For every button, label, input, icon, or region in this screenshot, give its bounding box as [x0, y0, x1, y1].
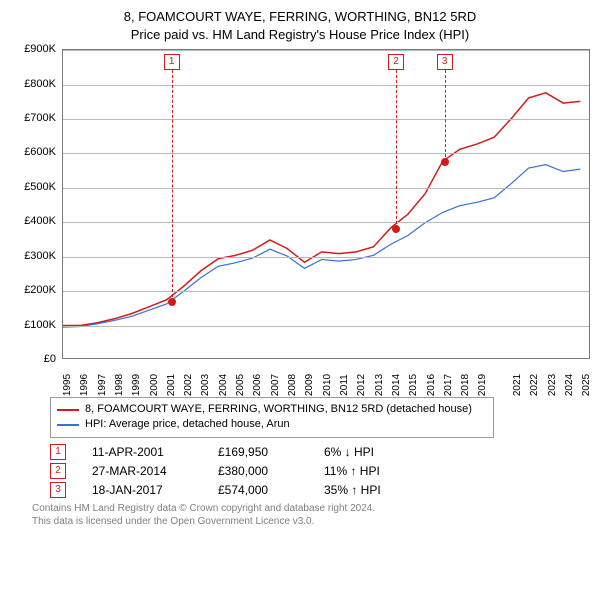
line-series	[63, 50, 589, 358]
footer-line-1: Contains HM Land Registry data © Crown c…	[32, 502, 590, 515]
sale-marker-dot	[168, 298, 176, 306]
x-tick-label: 2007	[270, 374, 281, 396]
sale-price: £380,000	[218, 464, 298, 478]
x-tick-label: 2025	[581, 374, 592, 396]
legend-label-hpi: HPI: Average price, detached house, Arun	[85, 417, 290, 432]
sale-delta: 11% ↑ HPI	[324, 464, 434, 478]
sale-date: 18-JAN-2017	[92, 483, 192, 497]
title-line-2: Price paid vs. HM Land Registry's House …	[10, 26, 590, 44]
x-tick-label: 2006	[252, 374, 263, 396]
legend: 8, FOAMCOURT WAYE, FERRING, WORTHING, BN…	[50, 397, 494, 438]
x-tick-label: 2004	[218, 374, 229, 396]
sale-delta: 6% ↓ HPI	[324, 445, 434, 459]
y-tick-label: £800K	[24, 78, 56, 90]
x-tick-label: 2008	[287, 374, 298, 396]
y-tick-label: £400K	[24, 215, 56, 227]
x-tick-label: 2012	[356, 374, 367, 396]
series-hpi	[63, 165, 580, 328]
title-line-1: 8, FOAMCOURT WAYE, FERRING, WORTHING, BN…	[10, 8, 590, 26]
sale-marker-line	[172, 70, 173, 301]
y-axis-labels: £0 £100K £200K £300K £400K £500K £600K £700K £80…	[10, 49, 60, 389]
x-tick-label: 2018	[460, 374, 471, 396]
sale-date: 11-APR-2001	[92, 445, 192, 459]
x-tick-label: 2005	[235, 374, 246, 396]
sale-marker-line	[445, 70, 446, 162]
legend-row-hpi: HPI: Average price, detached house, Arun	[57, 417, 487, 432]
x-tick-label: 1998	[114, 374, 125, 396]
y-tick-label: £200K	[24, 284, 56, 296]
y-tick-label: £500K	[24, 181, 56, 193]
sale-marker-dot	[441, 158, 449, 166]
x-tick-label: 2021	[512, 374, 523, 396]
sale-row: 2 27-MAR-2014 £380,000 11% ↑ HPI	[50, 463, 590, 479]
chart-container: 8, FOAMCOURT WAYE, FERRING, WORTHING, BN…	[0, 0, 600, 528]
y-tick-label: £900K	[24, 43, 56, 55]
x-tick-label: 2001	[166, 374, 177, 396]
x-tick-label: 2015	[408, 374, 419, 396]
y-tick-label: £300K	[24, 250, 56, 262]
sale-marker-3: 3	[437, 54, 453, 70]
y-tick-label: £0	[44, 353, 56, 365]
legend-label-property: 8, FOAMCOURT WAYE, FERRING, WORTHING, BN…	[85, 402, 472, 417]
sale-marker-1: 1	[164, 54, 180, 70]
sale-num: 2	[50, 463, 66, 479]
sale-date: 27-MAR-2014	[92, 464, 192, 478]
x-tick-label: 2000	[149, 374, 160, 396]
sale-price: £574,000	[218, 483, 298, 497]
plot-area: £0 £100K £200K £300K £400K £500K £600K £700K £80…	[10, 49, 590, 389]
x-tick-label: 2017	[443, 374, 454, 396]
x-tick-label: 1997	[97, 374, 108, 396]
x-tick-label: 2009	[304, 374, 315, 396]
plot: 1 2 3	[62, 49, 590, 359]
sale-price: £169,950	[218, 445, 298, 459]
x-tick-label: 2024	[564, 374, 575, 396]
footer: Contains HM Land Registry data © Crown c…	[32, 502, 590, 528]
sale-row: 3 18-JAN-2017 £574,000 35% ↑ HPI	[50, 482, 590, 498]
sale-row: 1 11-APR-2001 £169,950 6% ↓ HPI	[50, 444, 590, 460]
chart-title: 8, FOAMCOURT WAYE, FERRING, WORTHING, BN…	[10, 8, 590, 43]
y-tick-label: £100K	[24, 319, 56, 331]
sale-marker-2: 2	[388, 54, 404, 70]
x-tick-label: 1995	[62, 374, 73, 396]
sale-marker-line	[396, 70, 397, 229]
legend-swatch-property	[57, 409, 79, 411]
sale-marker-dot	[392, 225, 400, 233]
x-tick-label: 2010	[322, 374, 333, 396]
sale-num: 1	[50, 444, 66, 460]
sale-delta: 35% ↑ HPI	[324, 483, 434, 497]
y-tick-label: £600K	[24, 146, 56, 158]
footer-line-2: This data is licensed under the Open Gov…	[32, 515, 590, 528]
x-tick-label: 2023	[547, 374, 558, 396]
x-tick-label: 2016	[426, 374, 437, 396]
y-tick-label: £700K	[24, 112, 56, 124]
x-axis-labels: 1995199619971998199920002001200220032004…	[62, 361, 590, 389]
sales-table: 1 11-APR-2001 £169,950 6% ↓ HPI 2 27-MAR-2014…	[50, 444, 590, 498]
x-tick-label: 2019	[477, 374, 488, 396]
x-tick-label: 1999	[131, 374, 142, 396]
x-tick-label: 1996	[79, 374, 90, 396]
x-tick-label: 2022	[529, 374, 540, 396]
x-tick-label: 2013	[374, 374, 385, 396]
x-tick-label: 2002	[183, 374, 194, 396]
x-tick-label: 2003	[200, 374, 211, 396]
sale-num: 3	[50, 482, 66, 498]
legend-row-property: 8, FOAMCOURT WAYE, FERRING, WORTHING, BN…	[57, 402, 487, 417]
legend-swatch-hpi	[57, 424, 79, 426]
x-tick-label: 2014	[391, 374, 402, 396]
x-tick-label: 2011	[339, 374, 350, 396]
